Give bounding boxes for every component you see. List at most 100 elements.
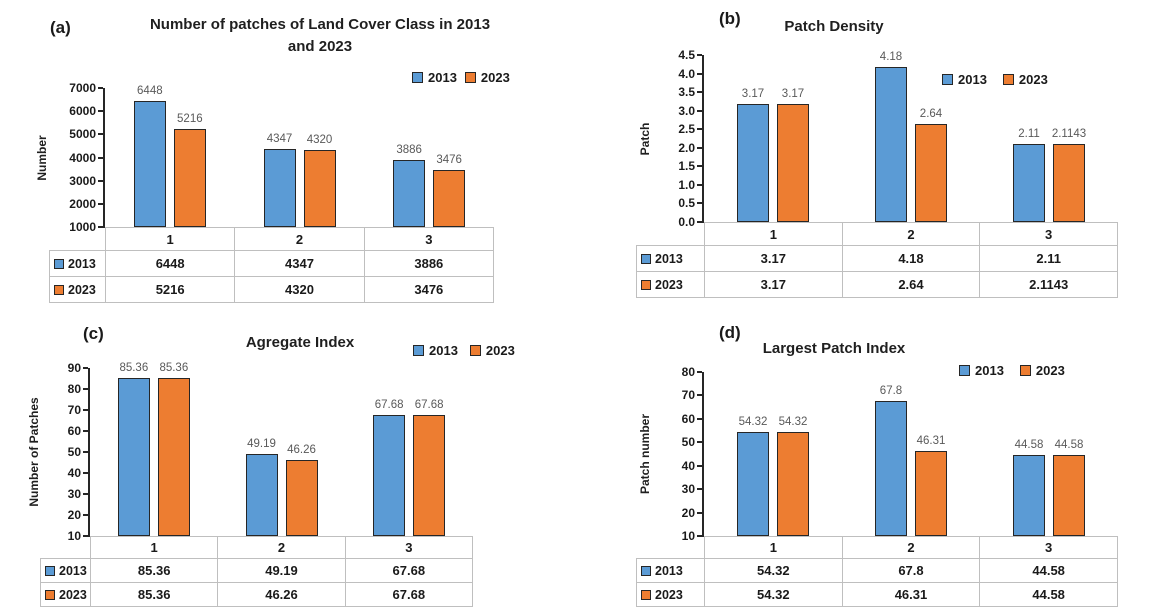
y-tick-mark: [98, 179, 103, 182]
y-tick-label: 2000: [69, 196, 96, 211]
table-value-cell: 3476: [363, 276, 495, 303]
legend-label-2013: 2013: [428, 70, 457, 85]
table-corner-cell: [50, 228, 106, 251]
bar-2013-cat3: [1013, 454, 1045, 536]
bar-value-label: 49.19: [247, 437, 276, 450]
chart-title-a: Number of patches of Land Cover Class in…: [100, 14, 540, 58]
y-tick-label: 80: [681, 365, 695, 379]
panel-b: (b) Patch Density 2013 2023 Patch 0.0 0.5…: [579, 0, 1157, 304]
table-value-cell: 4.18: [841, 245, 981, 272]
bar-value-label: 54.32: [778, 416, 808, 429]
y-tick-mark: [697, 91, 702, 94]
y-tick-label: 40: [681, 458, 695, 473]
chart-data-table: 1 2 3 2013 6448 4347 3886 2023 5216 4320 3476: [49, 227, 495, 303]
category-header-cell: 2: [841, 222, 981, 246]
y-tick-label: 20: [681, 505, 695, 520]
y-tick-mark: [697, 109, 702, 112]
bar-2013-cat3: [373, 414, 406, 536]
table-corner-cell: [637, 223, 705, 246]
y-tick-label: 2.5: [678, 122, 695, 137]
panel-label-d: (d): [719, 323, 741, 342]
legend-label-2013: 2013: [429, 343, 458, 358]
y-tick-label: 0.0: [678, 215, 695, 229]
table-value-cell: 2.64: [841, 271, 981, 298]
y-tick-mark: [697, 417, 702, 420]
series-key-swatch: [45, 589, 55, 600]
legend-item-2023: 2023: [469, 343, 515, 358]
bar-value-label: 3.17: [781, 88, 805, 101]
bar-2013-cat2: [875, 400, 907, 536]
y-tick-mark: [83, 451, 88, 453]
category-header-cell: 3: [363, 227, 495, 251]
bar-value-label: 44.58: [1054, 438, 1084, 451]
table-value-cell: 44.58: [979, 558, 1118, 583]
chart-title-line: Largest Patch Index: [762, 340, 906, 357]
table-value-cell: 4347: [234, 250, 365, 277]
legend-label-2023: 2023: [485, 343, 515, 358]
y-tick-label: 2.0: [678, 140, 695, 155]
table-value-cell: 85.36: [89, 558, 219, 583]
y-tick-mark: [697, 72, 702, 75]
bar-2023-cat2: [303, 150, 336, 227]
chart-data-table: 1 2 3 2013 3.17 4.18 2.11 2023 3.17 2.64 2.1143: [636, 222, 1118, 298]
bar-2013-cat1: [133, 100, 166, 227]
y-tick-label: 10: [681, 529, 695, 543]
panel-d: (d) Largest Patch Index 2013 2023 Patch …: [579, 310, 1157, 608]
bar-2023-cat1: [777, 432, 809, 536]
category-header-cell: 1: [704, 222, 843, 246]
y-axis-line: [702, 55, 704, 223]
bar-2013-cat1: [737, 104, 769, 222]
chart-title-b: Patch Density: [624, 16, 1044, 38]
series-key-swatch: [54, 258, 64, 269]
table-value-cell: 2.11: [979, 245, 1118, 272]
panel-label-c: (c): [83, 324, 104, 343]
legend-swatch-2013: [412, 72, 423, 83]
y-tick-label: 1.5: [678, 159, 695, 174]
category-header-cell: 3: [979, 536, 1118, 559]
y-tick-mark: [697, 488, 702, 491]
y-tick-label: 30: [67, 487, 81, 501]
table-value-cell: 49.19: [217, 558, 346, 583]
legend-b: 2013 2023: [942, 72, 1048, 87]
series-key-cell-2023: 2023: [49, 276, 106, 303]
chart-title-line: Agregate Index: [245, 334, 355, 351]
series-key-cell-2013: 2013: [636, 558, 705, 583]
y-tick-mark: [697, 221, 702, 223]
bar-2013-cat2: [263, 149, 296, 227]
y-tick-label: 5000: [69, 127, 96, 142]
y-tick-label: 70: [681, 388, 695, 403]
y-tick-mark: [98, 202, 103, 205]
y-tick-label: 4.5: [678, 48, 695, 62]
table-value-cell: 54.32: [704, 582, 843, 607]
y-tick-mark: [697, 464, 702, 467]
bar-value-label: 4320: [306, 134, 333, 147]
bar-2023-cat1: [777, 104, 809, 222]
panel-a: (a) Number of patches of Land Cover Clas…: [0, 0, 578, 304]
table-value-cell: 54.32: [704, 558, 843, 583]
y-tick-label: 60: [681, 411, 695, 426]
bar-value-label: 5216: [177, 113, 203, 126]
series-key-cell-2013: 2013: [636, 245, 705, 272]
legend-label-2013: 2013: [975, 363, 1004, 378]
legend-d: 2013 2023: [959, 363, 1065, 378]
bar-value-label: 67.68: [414, 398, 444, 411]
bar-value-label: 3.17: [741, 88, 765, 101]
panel-label-b: (b): [719, 9, 741, 28]
y-tick-label: 90: [67, 361, 81, 375]
y-tick-mark: [697, 128, 702, 131]
y-tick-mark: [83, 367, 88, 369]
table-value-cell: 3886: [363, 250, 495, 277]
y-tick-mark: [98, 133, 103, 136]
chart-data-table: 1 2 3 2013 85.36 49.19 67.68 2023 85.36 46.26 67.6…: [40, 536, 474, 607]
legend-label-2023: 2023: [1035, 363, 1065, 378]
y-tick-label: 80: [67, 382, 81, 396]
y-tick-mark: [83, 409, 88, 411]
bar-2013-cat3: [393, 160, 426, 227]
y-tick-label: 50: [681, 435, 695, 450]
bar-value-label: 85.36: [119, 361, 149, 374]
y-tick-mark: [98, 87, 103, 89]
y-tick-label: 1000: [69, 220, 96, 234]
bar-value-label: 2.64: [919, 108, 943, 121]
bar-2023-cat3: [413, 414, 446, 536]
legend-a: 2013 2023: [412, 70, 510, 85]
